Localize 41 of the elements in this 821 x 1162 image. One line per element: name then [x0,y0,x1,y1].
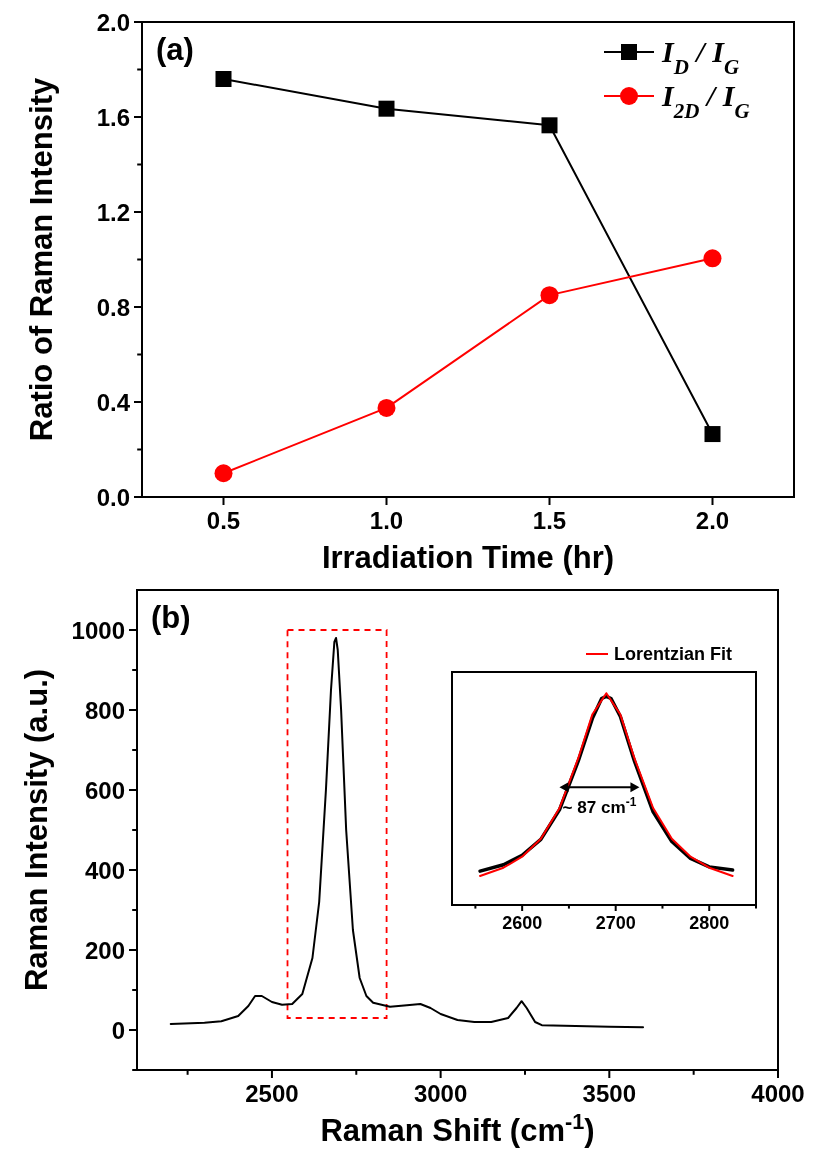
x-tick-label: 2600 [502,913,543,933]
y-axis-title: Raman Intensity (a.u.) [19,668,54,992]
point [215,71,232,87]
annotation: ~ 87 cm$^{-1}$ [562,795,637,818]
point [378,100,395,117]
y-tick-label: 1.6 [96,103,130,131]
point [704,426,721,443]
y-tick-label: 400 [84,856,125,884]
x-tick-label: 2700 [595,913,636,933]
chart-title: (b) [151,600,191,635]
x-tick-label: 2500 [245,1080,299,1107]
x-tick-label: 3000 [413,1080,468,1107]
y-tick-label: 0.0 [96,483,130,511]
legend-label: I$_{D}$ / I$_{G}$ [661,35,740,79]
y-tick-label: 600 [84,776,125,804]
point [541,117,558,134]
x-tick-label: 1.5 [532,507,567,534]
y-tick-label: 0.4 [96,388,131,416]
y-tick-label: 800 [84,696,125,724]
y-axis-title: Ratio of Raman Intensity [24,77,59,442]
y-tick-label: 2.0 [96,8,130,36]
legend-label: I$_{2D}$ / I$_{G}$ [661,79,750,123]
x-tick-label: 2800 [689,913,730,933]
point [703,249,722,268]
point [214,464,233,483]
x-tick-label: 4000 [751,1080,805,1107]
point [540,286,559,305]
point [377,398,396,417]
y-tick-label: 1000 [71,616,125,644]
x-axis-title: Irradiation Time (hr) [321,540,615,575]
y-tick-label: 1.2 [96,198,130,226]
y-tick-label: 0 [111,1016,125,1044]
y-tick-label: 0.8 [96,293,130,321]
x-tick-label: 2.0 [695,507,730,534]
legend-label: Lorentzian Fit [614,644,732,664]
y-tick-label: 200 [84,936,125,964]
x-tick-label: 0.5 [206,507,241,534]
x-tick-label: 1.0 [369,507,404,534]
chart-title: (a) [156,32,194,67]
x-tick-label: 3500 [582,1080,637,1107]
x-axis-title: Raman Shift (cm$^{-1}$) [320,1108,595,1148]
